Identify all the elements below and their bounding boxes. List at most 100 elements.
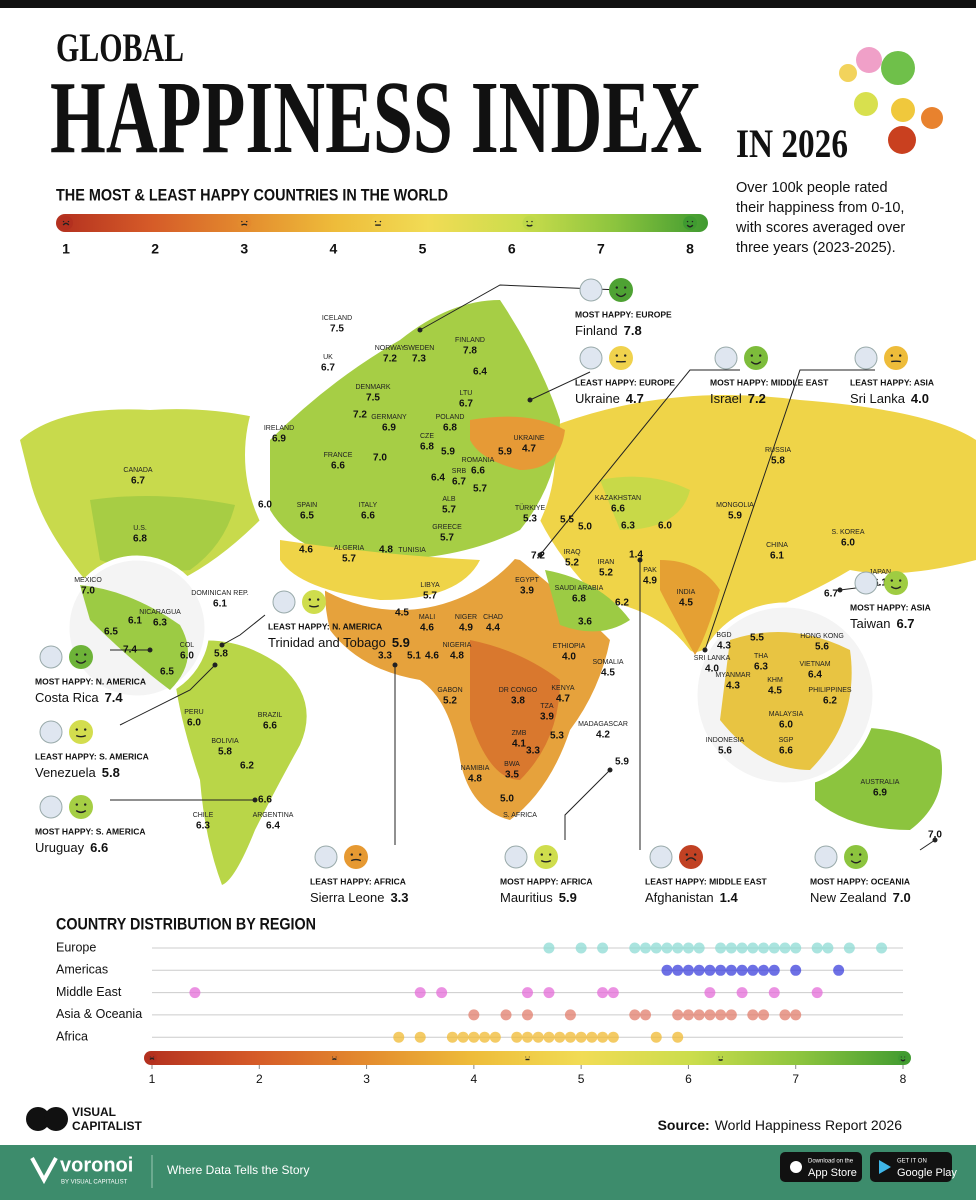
dot (597, 942, 609, 954)
country-name: U.S. (133, 525, 147, 532)
country-name: TÜRKIYE (515, 504, 546, 512)
callout-heading: MOST HAPPY: AFRICA (500, 876, 593, 886)
leader-dot (637, 557, 643, 563)
app-store-badge[interactable]: Download on the App Store (780, 1152, 862, 1182)
callout-heading: MOST HAPPY: N. AMERICA (35, 676, 146, 686)
country-name: ARGENTINA (253, 812, 294, 819)
country-score: 6.6 (361, 511, 375, 522)
country-name: IRAN (598, 559, 615, 566)
country-score: 7.4 (123, 645, 137, 656)
country-name: VIETNAM (799, 661, 830, 668)
callout-heading: MOST HAPPY: EUROPE (575, 309, 672, 319)
south-america (175, 640, 307, 885)
central-africa (470, 640, 560, 780)
legend-label: Africa (56, 1029, 88, 1043)
smiley-mouth (350, 858, 362, 862)
dot (725, 1009, 737, 1021)
smiley-mouth (149, 1057, 155, 1060)
x-tick-label: 7 (792, 1072, 799, 1086)
flag (649, 845, 673, 869)
leader-dot (212, 662, 218, 668)
smiley-eye (153, 1056, 155, 1058)
scale-tick-label: 2 (151, 241, 159, 257)
dot (704, 1009, 716, 1021)
country-score: 6.0 (187, 718, 201, 729)
country-score: 3.8 (511, 696, 525, 707)
legend-label: Europe (56, 940, 96, 954)
logo-text: CAPITALIST (72, 1119, 142, 1133)
legend-label: Americas (56, 963, 108, 977)
country-score: 5.6 (815, 642, 829, 653)
scale-tick-label: 4 (330, 241, 338, 257)
country-name: LTU (460, 390, 473, 397)
central-america (80, 585, 188, 690)
callout-text: Venezuela 5.8 (35, 765, 120, 780)
country-score: 4.7 (522, 444, 536, 455)
badge[interactable] (870, 1152, 952, 1182)
smiley-eye (241, 220, 243, 223)
country-score: 6.2 (615, 598, 629, 609)
dot (629, 942, 641, 954)
smiley-eye (379, 220, 382, 223)
country-name: DENMARK (355, 384, 390, 391)
logo-text: VISUAL (72, 1105, 116, 1119)
country-name: MADAGASCAR (578, 721, 628, 728)
emoji (856, 47, 882, 73)
map-labels: ICELAND 7.5 UK 6.7 NORWAY 7.2 SWEDEN 7.3 FINLAND… (74, 315, 942, 841)
brand: voronoi (60, 1154, 133, 1176)
flag (814, 845, 838, 869)
voronoi-mark (30, 1157, 58, 1185)
dot (736, 964, 748, 976)
country-score: 4.8 (468, 774, 482, 785)
country-score: 6.0 (658, 521, 672, 532)
country-name: PAK (643, 567, 657, 574)
x-tick-label: 1 (149, 1072, 156, 1086)
description: Over 100k people rated their happiness fr… (735, 180, 905, 256)
smiley-eye (525, 1056, 527, 1058)
badge[interactable] (780, 1152, 862, 1182)
subtitle: THE MOST & LEAST HAPPY COUNTRIES IN THE … (56, 185, 448, 204)
country-name: ROMANIA (462, 457, 495, 464)
smiley-mouth (615, 293, 627, 298)
dot (811, 987, 823, 999)
leader-line (221, 614, 266, 646)
country-name: GREECE (432, 524, 462, 531)
callout-score: 7.8 (624, 323, 642, 338)
dot (457, 1031, 469, 1043)
callout-text: Finland 7.8 (575, 323, 642, 338)
dot (575, 942, 587, 954)
country-score: 4.5 (395, 608, 409, 619)
callout-score: 4.7 (626, 391, 644, 406)
country-score: 6.6 (611, 504, 625, 515)
country-score: 6.0 (180, 651, 194, 662)
callout-country: Mauritius (500, 890, 553, 905)
callouts: MOST HAPPY: EUROPE Finland 7.8 LEAST HAPPY:… (35, 278, 934, 905)
callout-text: Mauritius 5.9 (500, 890, 577, 905)
country-score: 6.2 (823, 696, 837, 707)
smiley-mouth (75, 810, 87, 814)
smiley (69, 645, 93, 669)
country-score: 6.5 (300, 511, 314, 522)
country-score: 6.7 (824, 589, 838, 600)
callout-country: Ukraine (575, 391, 620, 406)
country-name: UKRAINE (513, 435, 544, 442)
google-play-badge[interactable]: GET IT ON Google Play (870, 1152, 957, 1182)
smiley (609, 278, 633, 302)
leader-dot (607, 767, 613, 773)
dot (682, 964, 694, 976)
country-score: 3.3 (526, 746, 540, 757)
dot (543, 1031, 555, 1043)
smiley-eye (685, 853, 688, 856)
smiley-eye (75, 728, 79, 731)
x-tick-label: 2 (256, 1072, 263, 1086)
callout-country: Trinidad and Tobago (268, 635, 386, 650)
country-score: 6.8 (572, 594, 586, 605)
dot (758, 1009, 770, 1021)
country-score: 7.3 (412, 354, 426, 365)
dot (554, 1031, 566, 1043)
dot (586, 1031, 598, 1043)
country-name: SAUDI ARABIA (555, 585, 604, 592)
smiley (683, 216, 697, 230)
country-score: 6.9 (272, 434, 286, 445)
leader-line (704, 369, 875, 651)
